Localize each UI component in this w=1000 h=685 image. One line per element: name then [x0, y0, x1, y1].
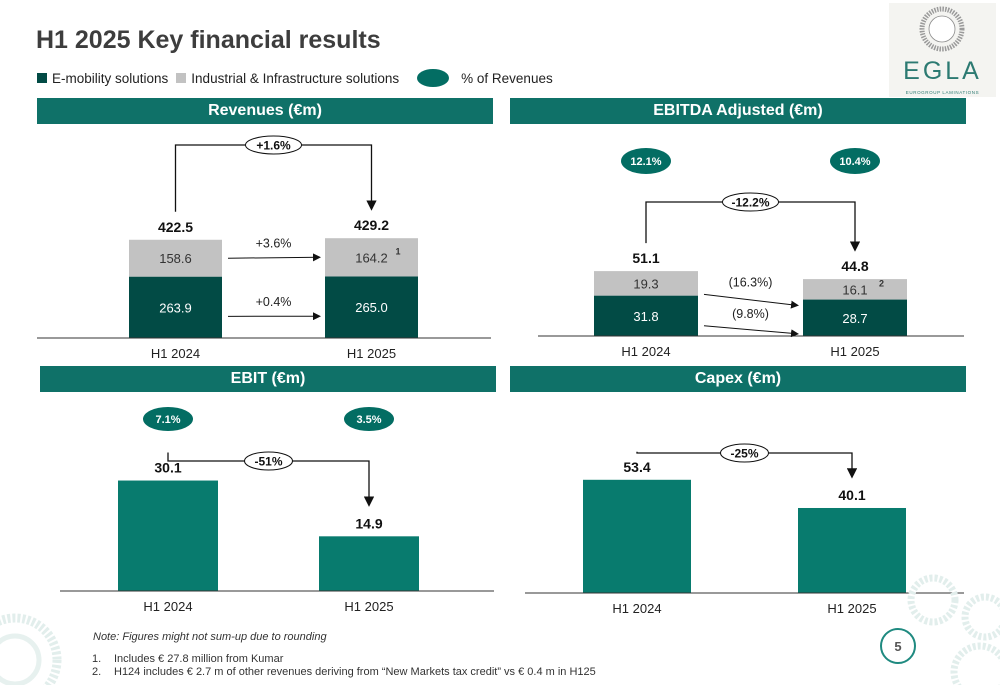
value-label-1: 40.1	[838, 487, 865, 503]
arrow-series-1	[227, 253, 321, 262]
legend-label-pct: % of Revenues	[461, 70, 553, 86]
arrow-series-1	[703, 293, 799, 309]
logo-ring-icon	[919, 6, 965, 52]
total-change-bracket	[174, 144, 377, 212]
total-change-label: -12.2%	[731, 196, 769, 210]
ebit-panel-header: EBIT (€m)	[40, 366, 496, 392]
category-label-0: H1 2024	[621, 344, 670, 359]
bar-emobility-0	[129, 276, 222, 338]
footnote-1-number: 1.	[92, 653, 102, 665]
ebitda-panel-header: EBITDA Adjusted (€m)	[510, 98, 966, 124]
footnote-2-text: H124 includes € 2.7 m of other revenues …	[114, 666, 596, 678]
total-label-1: 44.8	[841, 258, 868, 274]
pct-badge-0: 7.1%	[155, 414, 180, 426]
superscript-1: 1	[396, 246, 401, 256]
legend-item-industrial: Industrial & Infrastructure solutions	[176, 71, 399, 86]
legend-label-industrial: Industrial & Infrastructure solutions	[191, 70, 400, 86]
pct-badge-1-bg	[344, 407, 394, 431]
bar-1	[798, 507, 906, 593]
category-label-1: H1 2025	[344, 599, 393, 614]
total-change-label: +1.6%	[256, 139, 291, 153]
legend-swatch-pct	[417, 69, 450, 87]
capex-panel-header: Capex (€m)	[510, 366, 966, 392]
change-label-series-1: +3.6%	[256, 236, 292, 250]
category-label-1: H1 2025	[347, 346, 396, 361]
decorative-gear-left-icon	[0, 613, 62, 685]
total-label-0: 51.1	[632, 250, 659, 266]
pct-badge-0-bg	[143, 407, 193, 431]
category-label-0: H1 2024	[143, 599, 192, 614]
decorative-gear-right-icon	[907, 574, 1000, 685]
superscript-1: 2	[879, 278, 884, 288]
change-label-series-0: +0.4%	[256, 295, 292, 309]
category-label-1: H1 2025	[830, 344, 879, 359]
total-label-1: 429.2	[354, 217, 389, 233]
change-label-series-1: (16.3%)	[729, 275, 773, 289]
revenues-chart: 263.9 158.6 422.5 H1 2024 265.0 164.2 1 429.2 H1…	[37, 135, 491, 361]
pct-badge-1: 10.4%	[839, 156, 870, 168]
category-label-0: H1 2024	[612, 601, 661, 616]
total-change-label: -51%	[254, 455, 282, 469]
data-label-emobility-1: 265.0	[355, 300, 388, 315]
bar-industrial-0	[129, 239, 222, 277]
data-label-industrial-0: 158.6	[159, 251, 192, 266]
page-title: H1 2025 Key financial results	[36, 26, 381, 54]
footnote-2-number: 2.	[92, 666, 102, 678]
page-number-badge: 5	[880, 628, 916, 664]
revenues-panel-header: Revenues (€m)	[37, 98, 493, 124]
pct-badge-1-bg	[830, 148, 880, 174]
bar-industrial-1	[803, 279, 907, 300]
arrow-series-0	[703, 325, 799, 338]
ebit-chart: 30.1 H1 2024 14.9 H1 2025 -51% 7.1% 3.5%	[60, 407, 494, 614]
capex-chart: 53.4 H1 2024 40.1 H1 2025 -25%	[525, 443, 964, 616]
ebitda-chart: 31.8 19.3 51.1 H1 2024 28.7 16.1 2 44.8 H1 2025 (…	[538, 148, 964, 359]
total-change-label-bg	[722, 192, 779, 212]
legend-item-emobility: E-mobility solutions	[37, 71, 168, 86]
rounding-note: Note: Figures might not sum-up due to ro…	[93, 631, 327, 643]
legend-swatch-industrial	[176, 73, 187, 83]
legend-label-emobility: E-mobility solutions	[52, 70, 169, 86]
data-label-emobility-0: 31.8	[633, 309, 658, 324]
data-label-emobility-1: 28.7	[842, 311, 867, 326]
value-label-0: 30.1	[154, 460, 181, 476]
change-label-series-0: (9.8%)	[732, 307, 769, 321]
data-label-industrial-1: 164.2	[355, 250, 388, 265]
total-change-label-bg	[244, 451, 293, 471]
total-change-label: -25%	[730, 447, 758, 461]
bar-industrial-0	[594, 271, 698, 296]
bar-0	[118, 480, 218, 591]
data-label-emobility-0: 263.9	[159, 300, 192, 315]
footnote-1-text: Includes € 27.8 million from Kumar	[114, 653, 284, 665]
bar-1	[319, 536, 419, 591]
legend: E-mobility solutions Industrial & Infras…	[37, 68, 553, 88]
data-label-industrial-1: 16.1	[842, 282, 867, 297]
pct-badge-1: 3.5%	[356, 414, 381, 426]
value-label-0: 53.4	[623, 459, 650, 475]
category-label-1: H1 2025	[827, 601, 876, 616]
total-label-0: 422.5	[158, 219, 193, 235]
pct-badge-0-bg	[621, 148, 671, 174]
footnote-1: 1. Includes € 27.8 million from Kumar	[92, 653, 283, 665]
bar-emobility-0	[594, 295, 698, 336]
footnote-2: 2. H124 includes € 2.7 m of other revenue…	[92, 666, 596, 678]
pct-badge-0: 12.1%	[630, 156, 661, 168]
value-label-1: 14.9	[355, 515, 382, 531]
bar-industrial-1	[325, 238, 418, 277]
bar-emobility-1	[803, 299, 907, 336]
category-label-0: H1 2024	[151, 346, 200, 361]
total-change-label-bg	[720, 443, 769, 463]
bar-0	[583, 479, 691, 593]
data-label-industrial-0: 19.3	[633, 276, 658, 291]
bar-emobility-1	[325, 276, 418, 338]
total-change-label-bg	[245, 135, 302, 155]
legend-swatch-emobility	[37, 73, 47, 83]
logo-subtitle: EUROGROUP LAMINATIONS	[905, 90, 980, 95]
company-logo: EGLA EUROGROUP LAMINATIONS	[889, 3, 996, 97]
logo-wordmark: EGLA	[903, 57, 982, 85]
